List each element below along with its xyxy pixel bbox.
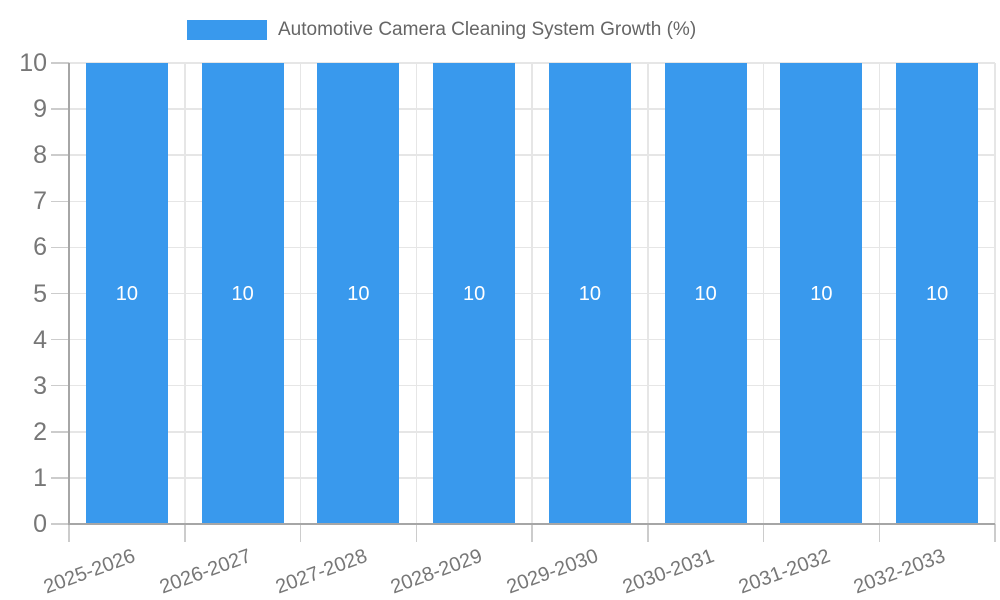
y-axis-tick-label: 5 [33, 279, 47, 308]
bar[interactable] [433, 63, 516, 524]
x-tick-mark [994, 524, 996, 542]
bar-value-label: 10 [578, 282, 601, 305]
y-tick-mark [51, 108, 69, 110]
y-tick-mark [51, 154, 69, 156]
x-axis-tick-label: 2026-2027 [156, 545, 255, 599]
bar[interactable] [664, 63, 747, 524]
y-tick-mark [51, 200, 69, 203]
legend-swatch [187, 20, 267, 40]
y-axis-tick-label: 4 [33, 325, 47, 354]
y-axis-tick-label: 0 [33, 510, 47, 538]
bar[interactable] [896, 63, 979, 524]
x-axis-tick-label: 2027-2028 [272, 545, 370, 599]
x-gridline [878, 63, 880, 524]
y-axis-tick-label: 8 [33, 141, 47, 170]
x-tick-mark [647, 524, 649, 542]
bar-value-label: 10 [115, 282, 138, 305]
x-axis-tick-label: 2032-2033 [851, 545, 949, 599]
legend-item[interactable]: Automotive Camera Cleaning System Growth… [187, 20, 696, 40]
x-gridline [647, 63, 649, 524]
x-gridline [762, 63, 765, 524]
y-tick-mark [51, 431, 69, 433]
x-axis-line [69, 523, 995, 525]
x-axis-tick-label: 2025-2026 [40, 545, 139, 599]
bar-value-label: 10 [810, 282, 833, 305]
bar[interactable] [548, 63, 631, 524]
x-tick-mark [415, 524, 417, 542]
y-tick-mark [51, 246, 69, 249]
bar[interactable] [317, 63, 400, 524]
x-tick-mark [762, 524, 765, 542]
y-tick-mark [51, 338, 69, 341]
x-tick-mark [531, 524, 533, 542]
legend-label: Automotive Camera Cleaning System Growth… [278, 19, 697, 40]
y-axis-tick-label: 6 [33, 233, 47, 262]
y-tick-mark [51, 292, 69, 295]
bar[interactable] [85, 63, 168, 524]
bar-value-label: 10 [231, 282, 254, 305]
x-gridline [415, 63, 417, 524]
y-axis-tick-label: 3 [33, 371, 47, 400]
x-tick-mark [299, 524, 302, 542]
x-tick-mark [878, 524, 880, 542]
bar-value-label: 10 [463, 282, 486, 305]
y-tick-mark [51, 62, 69, 64]
y-axis-tick-label: 7 [33, 187, 47, 216]
x-axis-tick-label: 2030-2031 [619, 545, 718, 599]
x-gridline [531, 63, 533, 524]
bar-value-label: 10 [694, 282, 717, 305]
bar[interactable] [780, 63, 863, 524]
x-tick-mark [68, 524, 70, 542]
y-axis-tick-label: 9 [33, 95, 47, 124]
bar-value-label: 10 [926, 282, 949, 305]
x-axis-tick-label: 2029-2030 [503, 545, 602, 599]
bar[interactable] [201, 63, 284, 524]
y-axis-tick-label: 2 [33, 417, 47, 446]
x-gridline [299, 63, 302, 524]
x-tick-mark [184, 524, 186, 542]
bar-value-label: 10 [347, 282, 370, 305]
y-tick-mark [51, 384, 69, 387]
y-tick-mark [51, 523, 69, 525]
y-axis-tick-label: 1 [33, 463, 47, 492]
x-gridline [994, 63, 996, 524]
x-axis-tick-label: 2028-2029 [388, 545, 486, 599]
y-tick-mark [51, 477, 69, 479]
y-axis-line [68, 63, 70, 525]
y-axis-tick-label: 10 [19, 49, 47, 77]
x-axis-tick-label: 2031-2032 [735, 545, 833, 599]
x-gridline [184, 63, 186, 524]
